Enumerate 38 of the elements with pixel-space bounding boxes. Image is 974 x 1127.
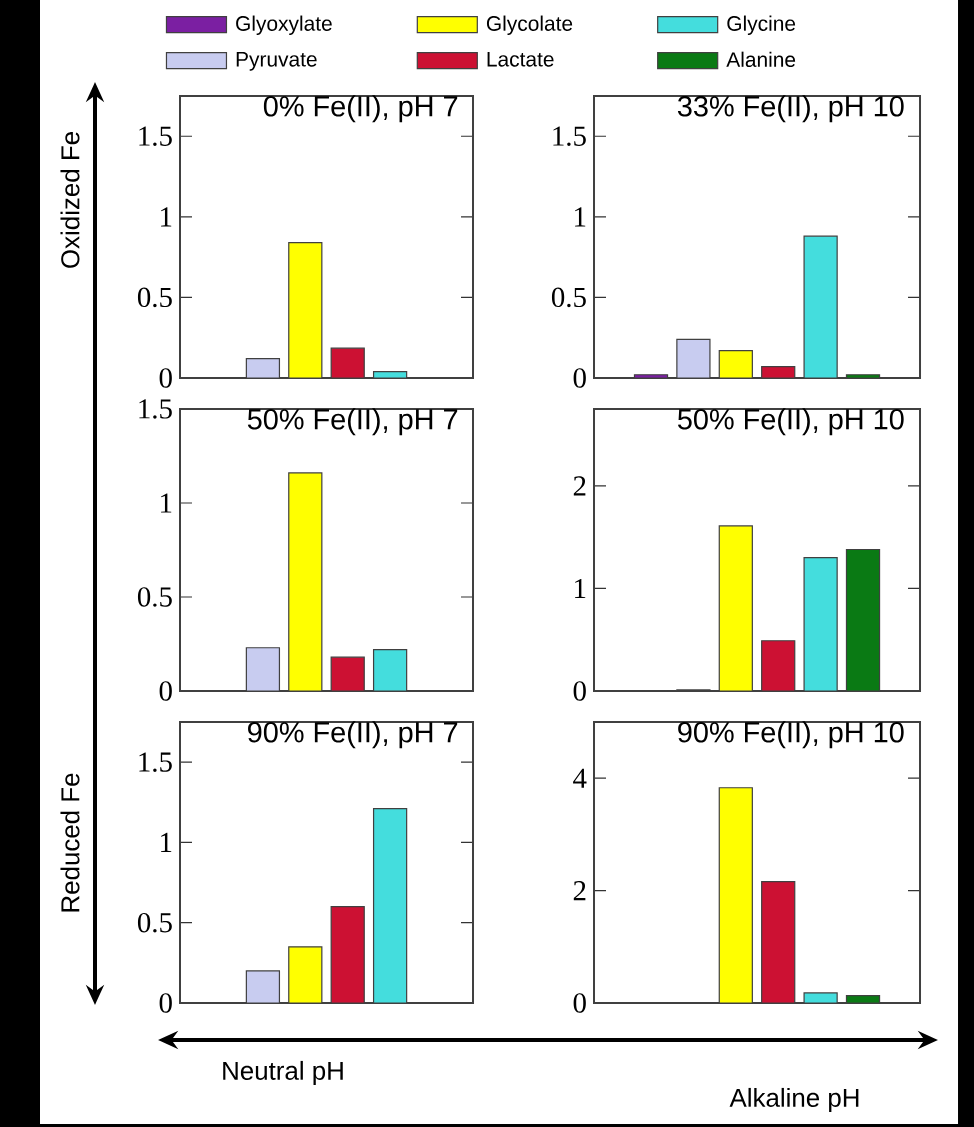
- y-tick-label: 0: [573, 993, 586, 1013]
- y-tick-label: 0: [573, 681, 586, 701]
- y-tick-label: 1: [161, 493, 172, 513]
- y-tick-label: 1: [161, 832, 172, 852]
- y-tick-label: 1: [161, 207, 172, 227]
- y-tick-label: 1.5: [139, 126, 172, 147]
- legend-label: Glyoxylate: [236, 15, 332, 36]
- y-tick-label: 1.5: [139, 752, 172, 772]
- chart-title: 50% Fe(II), pH 7: [247, 408, 458, 436]
- chart-title: 90% Fe(II), pH 10: [678, 721, 904, 749]
- y-tick-label: 0: [159, 993, 172, 1013]
- y-tick-label: 2: [573, 476, 586, 496]
- legend-label: Alanine: [726, 51, 796, 68]
- y-tick-label: 1.5: [139, 399, 172, 419]
- y-tick-label: 1: [575, 578, 586, 598]
- y-tick-label: 2: [573, 881, 586, 901]
- chart-title: 33% Fe(II), pH 10: [677, 95, 904, 123]
- chart-title: 90% Fe(II), pH 7: [248, 721, 458, 749]
- y-tick-label: 0: [159, 368, 172, 388]
- y-tick-label: 0.5: [137, 587, 172, 607]
- y-tick-label: 1.5: [553, 126, 586, 147]
- y-tick-label: 4: [573, 768, 587, 788]
- legend-label: Lactate: [487, 52, 554, 67]
- legend-label: Glycine: [727, 15, 796, 36]
- y-tick-label: 0.5: [137, 287, 172, 308]
- y-tick-label: 1: [575, 207, 586, 227]
- y-tick-label: 0.5: [137, 912, 172, 933]
- y-tick-label: 0: [573, 368, 586, 388]
- chart-title: 50% Fe(II), pH 10: [677, 408, 904, 436]
- y-tick-label: 0.5: [551, 287, 586, 308]
- legend-label: Glycolate: [486, 15, 573, 36]
- chart-title: 0% Fe(II), pH 7: [263, 95, 458, 123]
- text: Reduced Fe: [60, 773, 80, 912]
- y-tick-label: 0: [159, 681, 172, 701]
- legend-label: Pyruvate: [236, 52, 317, 71]
- text: Alkaline pH: [729, 1087, 859, 1113]
- text: Oxidized Fe: [60, 132, 80, 268]
- text: Neutral pH: [223, 1060, 343, 1086]
